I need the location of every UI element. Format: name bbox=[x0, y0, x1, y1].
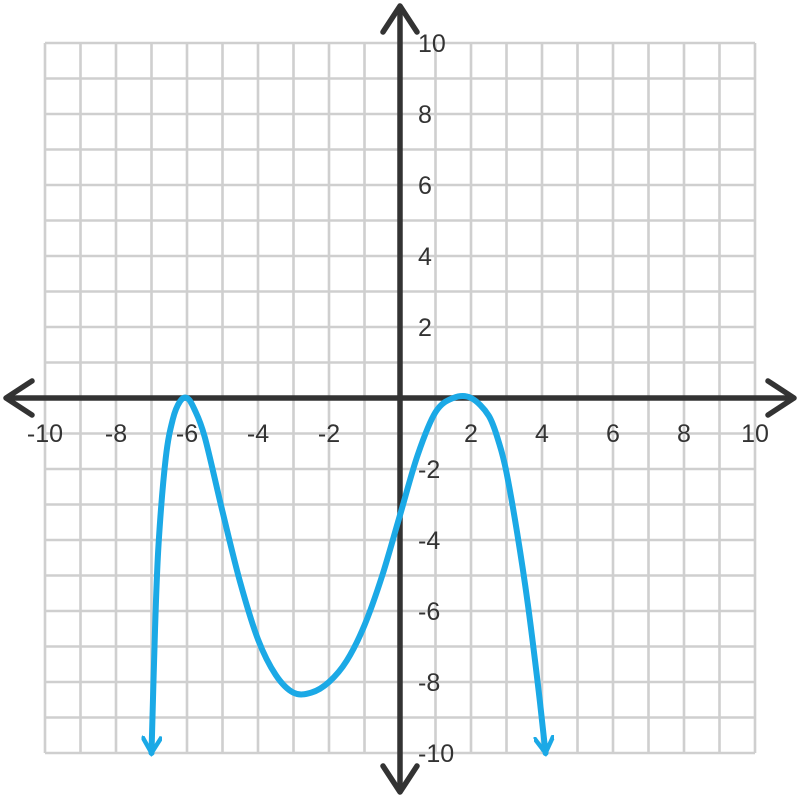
x-tick-label: 4 bbox=[535, 420, 549, 448]
y-tick-label: 8 bbox=[418, 101, 432, 129]
x-axis-arrow-left bbox=[3, 378, 35, 418]
y-tick-label: 4 bbox=[418, 243, 432, 271]
x-tick-label: -8 bbox=[105, 420, 127, 448]
y-tick-label: -2 bbox=[418, 456, 440, 484]
x-tick-label: 2 bbox=[464, 420, 478, 448]
x-axis-arrow-right bbox=[765, 378, 797, 418]
x-tick-label: -6 bbox=[176, 420, 198, 448]
x-tick-label: -4 bbox=[247, 420, 269, 448]
x-tick-label: 8 bbox=[677, 420, 691, 448]
y-tick-label: 6 bbox=[418, 172, 432, 200]
y-tick-label: -6 bbox=[418, 598, 440, 626]
axes bbox=[3, 3, 797, 795]
x-tick-label: 6 bbox=[606, 420, 620, 448]
x-tick-label: -2 bbox=[318, 420, 340, 448]
x-tick-label: 10 bbox=[741, 420, 769, 448]
y-axis-arrow-up bbox=[380, 3, 420, 35]
y-tick-label: -4 bbox=[418, 527, 440, 555]
y-tick-label: 2 bbox=[418, 314, 432, 342]
y-tick-labels: 10 8 6 4 2 -2 -4 -6 -8 -10 bbox=[418, 30, 454, 768]
y-tick-label: 10 bbox=[418, 30, 446, 58]
y-tick-label: -10 bbox=[418, 740, 454, 768]
curve-layer bbox=[152, 393, 546, 753]
x-tick-label: -10 bbox=[27, 420, 63, 448]
x-tick-labels: -10 -8 -6 -4 -2 2 4 6 8 10 bbox=[27, 420, 769, 448]
y-tick-label: -8 bbox=[418, 669, 440, 697]
y-axis-arrow-down bbox=[380, 763, 420, 795]
function-curve bbox=[152, 393, 546, 753]
